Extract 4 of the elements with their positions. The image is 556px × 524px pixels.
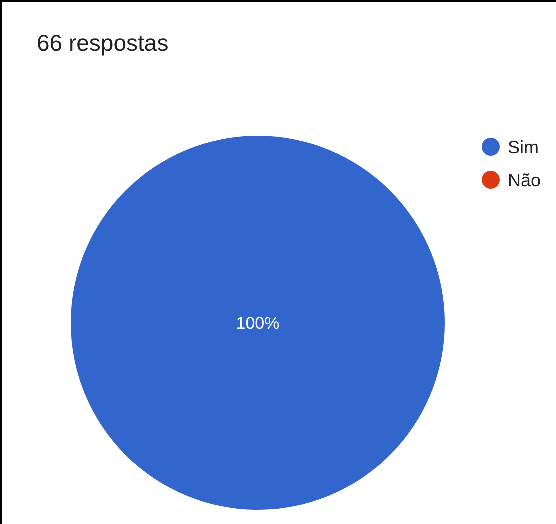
legend-label: Sim [508,137,539,158]
legend-label: Não [508,170,542,190]
chart-title: 66 respostas [37,30,169,56]
data-label: 100% [236,314,280,333]
